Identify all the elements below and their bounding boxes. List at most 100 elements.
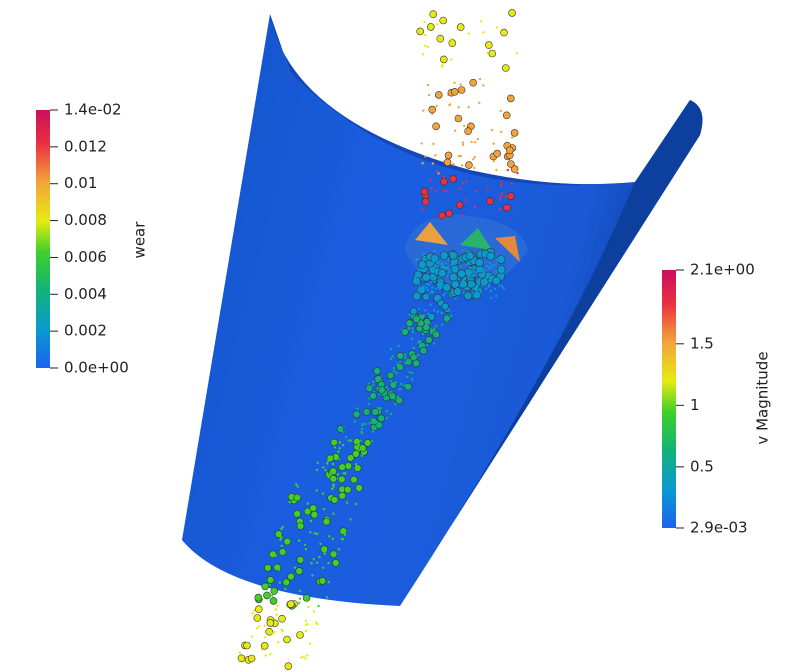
particle — [278, 581, 281, 584]
particle — [500, 277, 503, 281]
particle — [306, 654, 309, 657]
particle — [458, 187, 461, 190]
particle — [481, 269, 485, 273]
particle — [507, 194, 511, 197]
particle — [424, 155, 427, 158]
colorbar-title: v Magnitude — [754, 351, 772, 444]
particle — [418, 269, 422, 272]
particle — [435, 190, 438, 193]
particle — [357, 444, 361, 447]
particle — [475, 289, 478, 292]
particle — [306, 623, 309, 626]
particle — [338, 463, 347, 472]
particle — [500, 273, 503, 277]
particle — [421, 316, 425, 319]
particle — [432, 342, 436, 345]
particle — [330, 471, 333, 475]
particle — [516, 171, 519, 175]
particle — [298, 589, 301, 593]
particle — [506, 168, 509, 172]
particle — [445, 209, 453, 218]
particle — [435, 287, 438, 290]
particle — [503, 203, 511, 212]
particle — [420, 187, 429, 196]
particle — [332, 483, 335, 486]
particle — [438, 211, 446, 220]
particle — [392, 366, 396, 370]
particle — [495, 168, 498, 172]
particle — [277, 568, 281, 571]
particle — [485, 264, 489, 267]
particle — [448, 271, 451, 274]
particle — [429, 267, 432, 270]
particle — [482, 31, 485, 34]
particle — [454, 262, 457, 265]
particle — [485, 287, 488, 290]
particle — [279, 538, 282, 541]
tick-label: 1 — [690, 396, 700, 414]
particle — [396, 363, 399, 366]
particle — [500, 184, 503, 187]
particle — [302, 594, 311, 602]
particle — [427, 93, 431, 97]
particle — [327, 561, 330, 565]
particle — [429, 303, 432, 306]
particle — [303, 543, 307, 546]
particle — [271, 632, 274, 635]
particle — [454, 114, 463, 123]
particle — [463, 124, 466, 128]
particle — [463, 291, 473, 301]
particle — [359, 439, 362, 443]
particle — [466, 263, 469, 266]
particle — [298, 597, 302, 600]
particle — [295, 483, 298, 486]
particle — [489, 262, 492, 265]
particle — [449, 175, 458, 183]
particle — [454, 297, 457, 300]
particle — [434, 258, 437, 262]
particle — [446, 267, 450, 270]
particle — [471, 270, 475, 273]
particle — [422, 285, 425, 289]
particle — [318, 555, 321, 559]
particle — [404, 356, 407, 360]
particle — [450, 279, 460, 289]
particle — [424, 33, 427, 37]
particle — [476, 137, 479, 141]
particle — [429, 10, 438, 18]
particle — [295, 567, 304, 575]
particle — [361, 423, 364, 426]
particle — [453, 281, 456, 284]
particle — [371, 408, 380, 416]
particle — [263, 564, 272, 572]
particle — [389, 379, 393, 383]
particle — [478, 101, 481, 105]
particle — [498, 284, 501, 287]
particle — [420, 142, 423, 145]
particle — [500, 180, 503, 183]
particle — [448, 251, 458, 260]
particle — [426, 23, 435, 31]
particle — [443, 314, 451, 323]
particle — [422, 109, 425, 112]
particle — [510, 182, 513, 185]
particle — [464, 198, 467, 202]
particle — [465, 180, 468, 183]
particle — [337, 475, 346, 484]
particle — [330, 438, 339, 447]
particle — [472, 290, 482, 300]
particle — [422, 256, 425, 259]
particle — [412, 315, 421, 324]
particle — [358, 444, 367, 452]
particle — [470, 140, 473, 144]
particle — [477, 283, 480, 286]
particle — [431, 271, 435, 274]
particle — [432, 260, 435, 264]
particle — [316, 461, 319, 464]
particle — [309, 519, 313, 523]
particle — [501, 191, 504, 195]
particle — [486, 187, 489, 191]
tick-label: 0.0e+00 — [64, 359, 129, 377]
particle — [431, 258, 435, 261]
particle — [439, 251, 449, 260]
